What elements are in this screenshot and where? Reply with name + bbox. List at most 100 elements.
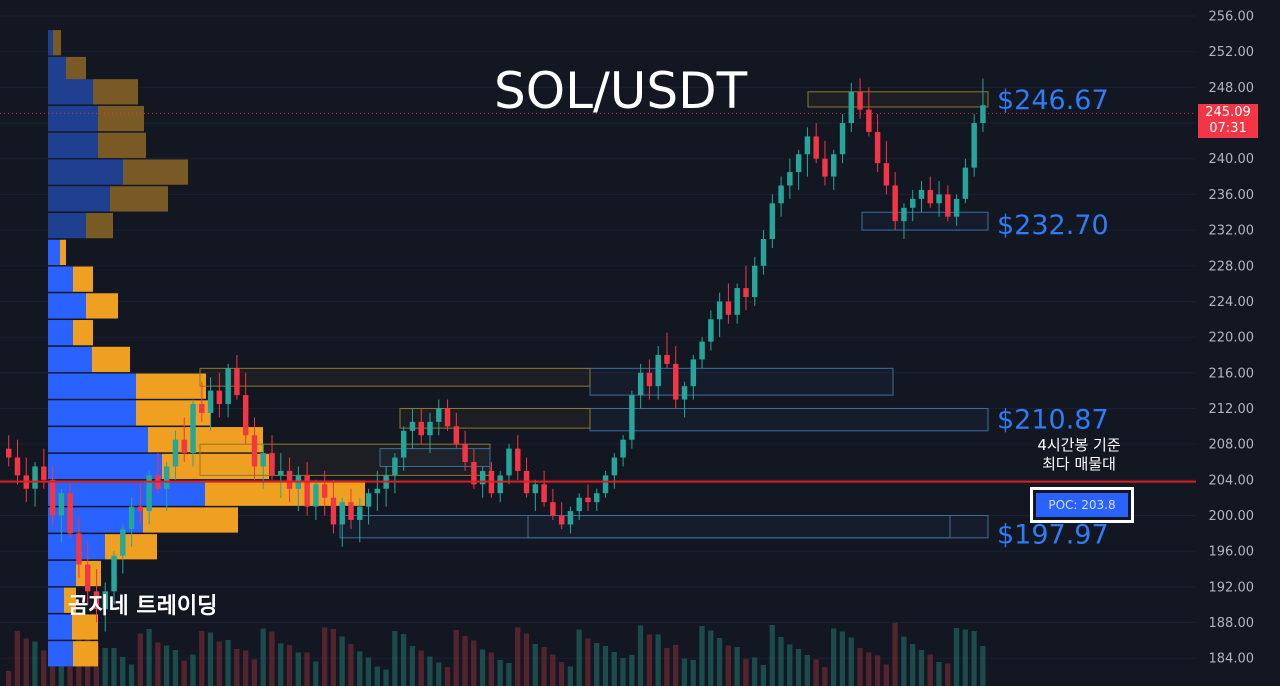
candle-body	[681, 386, 688, 400]
level-label: $232.70	[997, 210, 1109, 241]
zone-box	[527, 515, 951, 539]
volume-bar	[585, 638, 591, 686]
volume-bar	[734, 647, 740, 686]
poc-badge-label: POC: 203.8	[1036, 493, 1128, 517]
volume-bar	[655, 634, 661, 686]
volume-bar	[558, 662, 565, 686]
level-label: $210.87	[997, 405, 1109, 436]
profile-buy-bar	[48, 56, 66, 83]
volume-bar	[488, 652, 494, 686]
volume-bar	[348, 644, 354, 686]
volume-bar	[567, 666, 573, 686]
volume-bar	[664, 648, 670, 686]
volume-bar	[155, 642, 161, 686]
candle-body	[427, 421, 433, 436]
zone-box	[199, 367, 591, 387]
volume-bar	[479, 649, 486, 686]
candle-body	[67, 493, 73, 534]
profile-sell-bar	[98, 105, 144, 132]
candle-body	[725, 301, 732, 315]
volume-bar	[620, 658, 626, 686]
candle-body	[962, 167, 969, 199]
volume-bar	[269, 631, 275, 686]
profile-sell-bar	[73, 320, 93, 346]
watermark-text: 곰지네 트레이딩	[68, 594, 218, 619]
profile-sell-bar	[105, 534, 157, 560]
candle-body	[602, 475, 609, 494]
volume-profile	[48, 30, 365, 667]
profile-buy-bar	[48, 79, 93, 105]
candle-body	[278, 470, 284, 476]
volume-bar	[822, 667, 828, 686]
candle-body	[242, 395, 249, 436]
profile-buy-bar	[48, 186, 110, 212]
candle-body	[234, 368, 240, 396]
profile-buy-bar	[48, 480, 205, 506]
volume-bar	[49, 649, 56, 686]
candle-body	[181, 439, 187, 454]
level-labels: $246.67 $232.70 $210.87 $197.97	[997, 85, 1109, 550]
candle-body	[532, 484, 539, 494]
candle-body	[321, 484, 328, 498]
candle-body	[910, 198, 916, 208]
candle-body	[550, 502, 556, 516]
volume-bar	[743, 659, 749, 686]
candle-body	[945, 194, 951, 217]
zone-box	[861, 211, 989, 231]
profile-buy-bar	[48, 614, 72, 640]
price-tick-label: 196.00	[1209, 545, 1255, 560]
volume-bar	[550, 654, 556, 686]
profile-sell-bar	[92, 346, 130, 373]
candle-body	[444, 408, 451, 427]
candle-body	[927, 189, 934, 204]
volume-bar	[313, 661, 319, 686]
candle-body	[936, 194, 942, 204]
candle-body	[330, 497, 337, 525]
volume-bar	[181, 660, 187, 686]
candle-body	[594, 493, 600, 503]
volume-bar	[427, 656, 433, 686]
volume-bar	[128, 664, 135, 686]
candle-body	[251, 435, 258, 467]
candle-body	[216, 390, 223, 405]
volume-bar	[936, 662, 942, 686]
zone-box	[589, 407, 989, 432]
volume-bar	[357, 651, 363, 686]
candle-body	[418, 421, 424, 436]
volume-bar	[813, 659, 819, 686]
volume-bar	[515, 627, 521, 686]
volume-bar	[163, 645, 170, 686]
price-tick-label: 236.00	[1209, 188, 1255, 203]
candle-body	[795, 154, 802, 173]
volume-bar	[523, 633, 530, 686]
volume-bar	[295, 652, 301, 686]
candle-body	[848, 91, 855, 124]
candle-body	[734, 288, 740, 315]
candle-body	[128, 506, 135, 529]
candle-body	[787, 172, 793, 186]
price-tick-label: 240.00	[1209, 152, 1255, 167]
price-tick-label: 256.00	[1209, 10, 1255, 25]
profile-sell-bar	[66, 56, 86, 83]
volume-bar	[436, 662, 442, 686]
volume-bar	[207, 632, 214, 686]
candle-body	[14, 457, 21, 476]
candle-body	[462, 444, 468, 462]
candle-body	[673, 363, 679, 400]
candle-body	[664, 354, 670, 364]
candle-body	[374, 488, 381, 494]
volume-bar	[242, 650, 249, 686]
price-axis[interactable]: 256.00252.00248.00244.00240.00236.00232.…	[1209, 10, 1255, 667]
candle-body	[102, 591, 108, 610]
candle-body	[365, 493, 372, 507]
bar-countdown: 07:31	[1209, 121, 1247, 136]
volume-bar	[629, 655, 635, 686]
volume-bar	[971, 631, 977, 686]
candle-body	[400, 430, 407, 458]
candle-body	[41, 466, 47, 480]
price-tick-label: 220.00	[1209, 331, 1255, 346]
volume-bar	[102, 648, 108, 686]
profile-buy-bar	[48, 427, 148, 453]
volume-bar	[541, 647, 547, 686]
